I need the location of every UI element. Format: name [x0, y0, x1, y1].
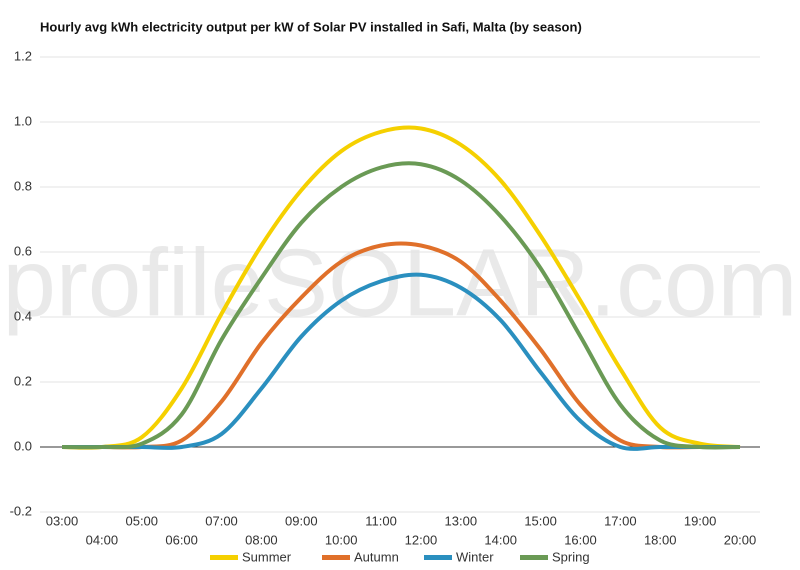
x-tick-label: 15:00: [524, 513, 557, 528]
x-tick-label: 06:00: [165, 532, 198, 547]
x-tick-label: 03:00: [46, 513, 79, 528]
legend-label: Autumn: [354, 549, 399, 564]
x-tick-label: 14:00: [484, 532, 517, 547]
y-tick-label: 0.8: [14, 178, 32, 193]
watermark: profileSOLAR.com: [3, 229, 798, 336]
line-series: [61, 125, 741, 450]
x-tick-label: 13:00: [445, 513, 478, 528]
y-tick-label: 0.4: [14, 308, 32, 323]
legend-swatch: [520, 555, 548, 560]
x-tick-label: 07:00: [205, 513, 238, 528]
line-series: [62, 241, 740, 450]
x-tick-label: 09:00: [285, 513, 318, 528]
x-tick-label: 18:00: [644, 532, 677, 547]
legend-label: Spring: [552, 549, 590, 564]
y-tick-label: 0.2: [14, 373, 32, 388]
x-tick-label: 20:00: [724, 532, 757, 547]
x-tick-label: 08:00: [245, 532, 278, 547]
chart-title: Hourly avg kWh electricity output per kW…: [40, 19, 582, 34]
x-tick-label: 04:00: [86, 532, 119, 547]
y-tick-label: -0.2: [10, 503, 32, 518]
x-tick-label: 05:00: [125, 513, 158, 528]
legend-swatch: [322, 555, 350, 560]
legend-label: Summer: [242, 549, 292, 564]
y-tick-label: 1.0: [14, 113, 32, 128]
legend-label: Winter: [456, 549, 494, 564]
x-tick-label: 12:00: [405, 532, 438, 547]
y-tick-label: 1.2: [14, 48, 32, 63]
line-series: [61, 161, 741, 450]
y-tick-label: 0.0: [14, 438, 32, 453]
legend-swatch: [424, 555, 452, 560]
legend-swatch: [210, 555, 238, 560]
x-tick-label: 10:00: [325, 532, 358, 547]
x-tick-label: 19:00: [684, 513, 717, 528]
x-tick-label: 11:00: [365, 513, 397, 528]
x-tick-label: 16:00: [564, 532, 597, 547]
y-tick-label: 0.6: [14, 243, 32, 258]
x-tick-label: 17:00: [604, 513, 637, 528]
line-series: [62, 272, 740, 451]
